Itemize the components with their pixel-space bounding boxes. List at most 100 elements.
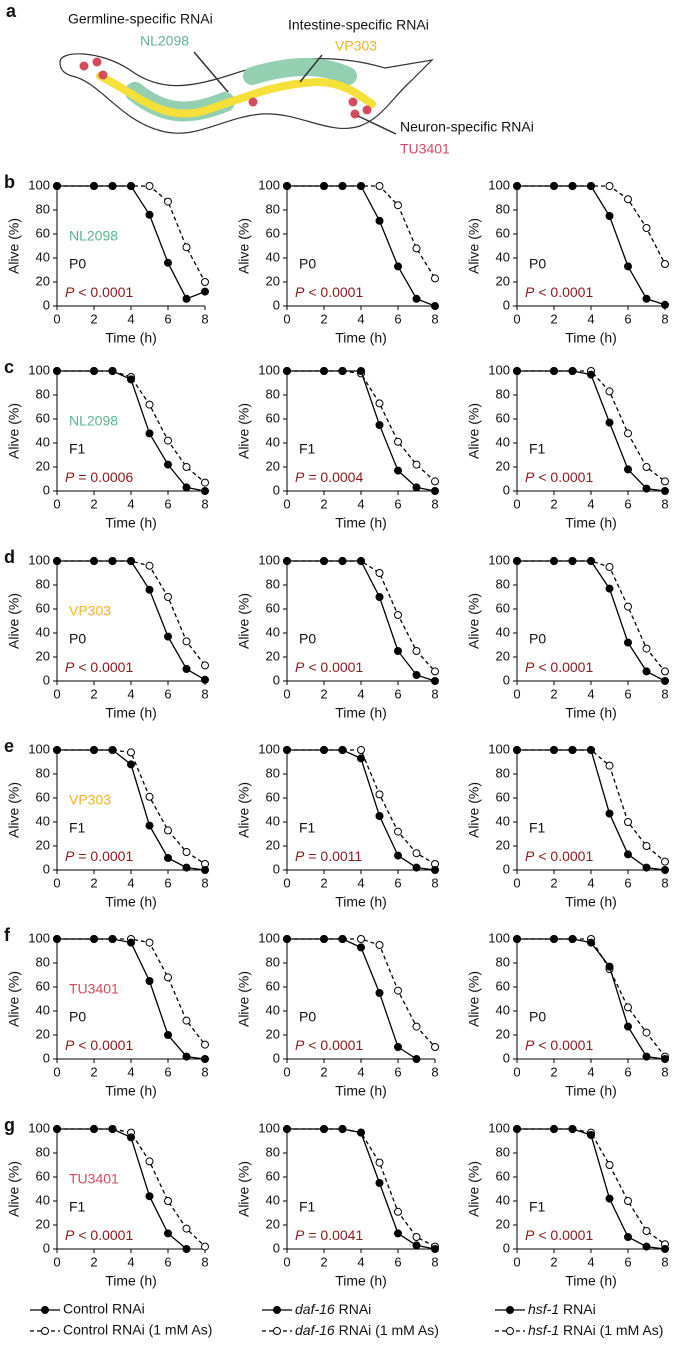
data-point xyxy=(164,258,172,267)
data-point xyxy=(412,483,421,492)
chart: 0 20 40 60 80 100 0 2 4 6 8 Time (h) Alive (%) P0 P < 0… xyxy=(466,552,669,721)
data-point xyxy=(164,1197,172,1205)
data-point xyxy=(108,1125,117,1133)
data-point xyxy=(283,1125,291,1133)
strain-label: TU3401 xyxy=(400,141,450,157)
y-axis-label: Alive (%) xyxy=(6,593,22,649)
data-point xyxy=(642,1227,651,1235)
x-tick-label: 2 xyxy=(320,875,327,890)
neuron xyxy=(79,61,89,71)
y-tick-label: 40 xyxy=(36,249,50,264)
x-tick-label: 0 xyxy=(513,1254,520,1269)
data-point xyxy=(357,943,365,952)
p-text: < 0.0001 xyxy=(78,1227,133,1243)
generation-label: F1 xyxy=(299,1199,316,1215)
data-point xyxy=(394,201,402,210)
worm-diagram: a Germline-specific RNAi NL2098 Intestin… xyxy=(6,1,534,157)
x-tick-label: 4 xyxy=(357,1064,364,1079)
p-value: P = 0.0006 xyxy=(65,469,133,485)
data-point xyxy=(513,935,521,943)
y-tick-label: 40 xyxy=(496,813,510,828)
y-tick-label: 60 xyxy=(496,789,510,804)
panel-label: c xyxy=(4,357,14,377)
data-point xyxy=(164,593,172,601)
y-tick-label: 100 xyxy=(258,1120,280,1135)
p-symbol: P xyxy=(65,1227,75,1243)
y-axis-label: Alive (%) xyxy=(466,218,482,274)
data-point xyxy=(624,850,632,859)
y-tick-label: 0 xyxy=(503,1050,510,1065)
data-point xyxy=(182,463,191,471)
data-point xyxy=(624,465,632,474)
x-axis-label: Time (h) xyxy=(335,1083,387,1099)
data-point xyxy=(513,367,521,375)
p-text: < 0.0001 xyxy=(538,284,593,300)
generation-label: P0 xyxy=(529,631,546,647)
chart: 0 20 40 60 80 100 0 2 4 6 8 Time (h) Alive (%) TU3401… xyxy=(4,1115,209,1289)
survival-line xyxy=(517,1128,666,1245)
strain-label: NL2098 xyxy=(69,413,118,429)
data-point xyxy=(431,866,439,874)
data-point xyxy=(108,746,117,754)
p-value: P = 0.0041 xyxy=(295,1227,363,1243)
y-tick-label: 80 xyxy=(266,576,280,591)
data-point xyxy=(164,1229,172,1238)
data-point xyxy=(375,216,384,225)
y-axis-label: Alive (%) xyxy=(236,971,252,1027)
data-point xyxy=(661,300,669,309)
survival-line xyxy=(517,560,666,672)
data-point xyxy=(642,644,651,653)
generation-label: P0 xyxy=(69,631,86,647)
data-point xyxy=(375,812,384,820)
y-tick-label: 0 xyxy=(273,1240,280,1255)
p-value: P < 0.0001 xyxy=(65,659,133,675)
y-tick-label: 60 xyxy=(496,225,510,240)
data-point xyxy=(661,477,669,486)
x-tick-label: 4 xyxy=(357,1254,364,1269)
survival-line xyxy=(57,560,206,666)
x-tick-label: 8 xyxy=(201,686,208,701)
y-tick-label: 80 xyxy=(496,201,510,216)
legend-marker xyxy=(273,1327,281,1335)
y-tick-label: 80 xyxy=(496,1144,510,1159)
data-point xyxy=(642,294,651,303)
x-tick-label: 0 xyxy=(53,311,60,326)
y-tick-label: 40 xyxy=(266,1002,280,1017)
y-tick-label: 20 xyxy=(496,837,510,852)
x-tick-label: 8 xyxy=(201,1254,208,1269)
data-point xyxy=(357,557,365,565)
x-tick-label: 2 xyxy=(320,496,327,511)
x-tick-label: 4 xyxy=(127,875,134,890)
data-point xyxy=(108,935,117,943)
survival-line xyxy=(57,749,206,865)
strain-label: TU3401 xyxy=(69,1171,119,1187)
data-point xyxy=(53,746,61,754)
y-tick-label: 40 xyxy=(266,434,280,449)
data-point xyxy=(90,935,98,943)
data-point xyxy=(394,1207,402,1216)
x-tick-label: 0 xyxy=(283,686,290,701)
y-tick-label: 40 xyxy=(36,434,50,449)
data-point xyxy=(412,1022,421,1031)
x-axis-label: Time (h) xyxy=(105,1273,157,1289)
p-symbol: P xyxy=(65,659,75,675)
x-axis-label: Time (h) xyxy=(565,1273,617,1289)
data-point xyxy=(375,593,384,601)
y-axis-label: Alive (%) xyxy=(236,593,252,649)
y-tick-label: 0 xyxy=(503,861,510,876)
data-point xyxy=(624,602,632,611)
legend-label: hsf-1 RNAi (1 mM As) xyxy=(528,1322,663,1338)
y-tick-label: 60 xyxy=(36,225,50,240)
x-axis-label: Time (h) xyxy=(565,894,617,910)
y-tick-label: 100 xyxy=(488,177,510,192)
x-tick-label: 0 xyxy=(513,686,520,701)
x-tick-label: 6 xyxy=(164,875,171,890)
data-point xyxy=(661,1055,669,1063)
survival-line xyxy=(57,938,206,1045)
data-point xyxy=(375,989,384,997)
data-point xyxy=(394,437,402,446)
p-text: = 0.0011 xyxy=(308,848,362,864)
data-point xyxy=(127,938,135,947)
data-point xyxy=(394,466,402,475)
